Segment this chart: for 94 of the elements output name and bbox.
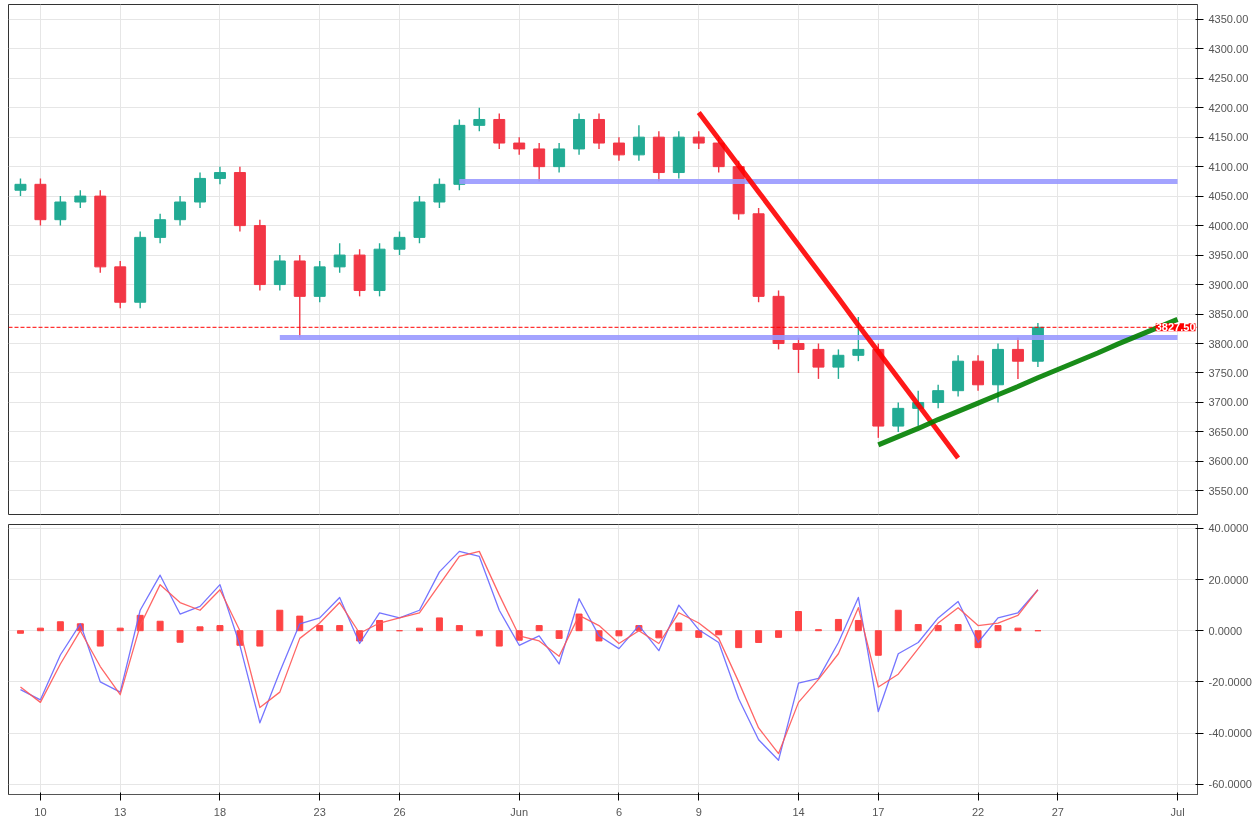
y-tick-label: 3600.00 — [1208, 455, 1249, 468]
bar — [336, 625, 344, 632]
bar — [256, 630, 264, 647]
bar — [914, 624, 922, 632]
x-tick-label: 10 — [34, 805, 47, 818]
y-tick-label: 4250.00 — [1208, 72, 1249, 85]
bar — [834, 618, 842, 632]
bar — [535, 625, 543, 632]
x-tick-label: 6 — [615, 805, 623, 818]
bar — [655, 630, 663, 639]
candlestick — [812, 342, 825, 380]
bar — [775, 630, 783, 638]
bar — [196, 626, 204, 632]
candlestick — [393, 230, 406, 256]
bar — [735, 630, 743, 649]
bar — [36, 627, 44, 632]
y-tick-label: 4050.00 — [1208, 190, 1249, 203]
y-tick-label: 3900.00 — [1208, 278, 1249, 291]
y-tick-label: 40.0000 — [1208, 522, 1249, 535]
candlestick — [333, 242, 346, 274]
bar — [954, 624, 962, 632]
candlestick — [892, 401, 905, 433]
candlestick — [473, 106, 486, 132]
bar — [555, 630, 563, 639]
bar — [715, 630, 723, 636]
y-tick-label: 3750.00 — [1208, 367, 1249, 379]
bar — [455, 625, 463, 632]
candlestick — [194, 171, 206, 209]
x-tick-label: 23 — [313, 805, 326, 818]
bar — [795, 611, 802, 632]
candlestick — [972, 354, 985, 392]
bar — [854, 619, 862, 632]
candlestick — [612, 136, 625, 162]
bar — [435, 617, 443, 632]
candlestick — [433, 177, 446, 209]
bar — [116, 627, 124, 632]
x-tick-label: 18 — [213, 805, 227, 818]
bar — [16, 630, 24, 634]
bar — [874, 630, 882, 656]
y-tick-label: 4100.00 — [1208, 160, 1249, 173]
y-tick-label: 3650.00 — [1208, 425, 1249, 438]
bar — [615, 630, 623, 637]
bar — [675, 622, 683, 632]
y-tick-label: 4350.00 — [1208, 13, 1249, 26]
y-tick-label: -20.0000 — [1208, 675, 1252, 688]
bar — [755, 630, 763, 643]
bar — [934, 625, 942, 632]
candlestick — [632, 124, 645, 162]
bar — [495, 630, 503, 647]
y-tick-label: 3550.00 — [1208, 484, 1249, 497]
bar — [994, 625, 1002, 632]
x-tick-label: 9 — [695, 805, 702, 818]
y-tick-label: 20.0000 — [1208, 573, 1249, 586]
bar — [475, 630, 483, 637]
x-tick-label: Jul — [1170, 805, 1185, 818]
y-tick-label: 4000.00 — [1208, 219, 1249, 232]
bar — [156, 620, 164, 632]
x-tick-label: 22 — [971, 805, 985, 818]
bar — [695, 630, 703, 638]
x-tick-label: 27 — [1051, 805, 1064, 818]
y-tick-label: 4200.00 — [1208, 101, 1249, 114]
x-tick-label: Jun — [510, 805, 529, 818]
ref-line-label: 3827.50 — [1155, 321, 1196, 334]
bar — [316, 625, 324, 632]
bar — [176, 630, 184, 643]
x-tick-label: 17 — [872, 805, 885, 818]
bar — [216, 625, 224, 632]
y-tick-label: -40.0000 — [1208, 727, 1252, 740]
candlestick — [593, 112, 605, 150]
candlestick — [932, 384, 945, 410]
candlestick — [54, 195, 67, 227]
bar — [415, 627, 423, 632]
y-tick-label: 3850.00 — [1208, 308, 1249, 321]
candlestick — [154, 213, 167, 244]
bar — [894, 609, 902, 632]
bar — [276, 609, 284, 632]
y-tick-label: 3800.00 — [1208, 337, 1249, 350]
x-tick-label: 26 — [393, 805, 406, 818]
y-tick-label: 0.0000 — [1208, 624, 1243, 637]
x-tick-label: 13 — [114, 805, 127, 818]
bar — [96, 630, 104, 647]
candlestick — [273, 254, 286, 292]
y-tick-label: -60.0000 — [1208, 778, 1252, 791]
candlestick — [553, 142, 566, 174]
y-tick-label: 3950.00 — [1208, 249, 1249, 262]
y-tick-label: 4300.00 — [1208, 42, 1249, 55]
candlestick — [174, 195, 187, 227]
bar — [56, 621, 64, 632]
bar — [1014, 627, 1022, 632]
y-tick-label: 4150.00 — [1208, 131, 1249, 144]
y-tick-label: 3700.00 — [1208, 396, 1249, 409]
candlestick — [493, 112, 506, 150]
candlestick — [832, 348, 845, 380]
x-tick-label: 14 — [792, 805, 805, 818]
